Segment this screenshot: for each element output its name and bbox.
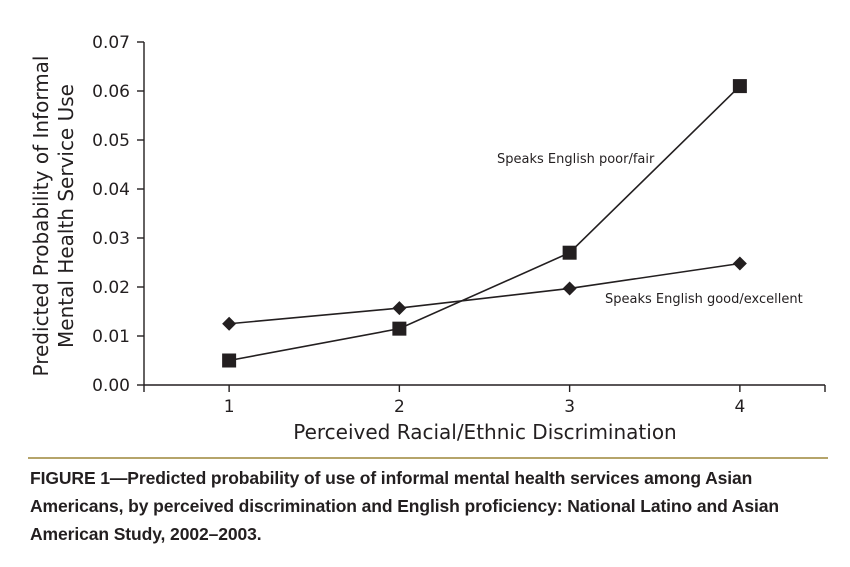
y-axis-title-line-1: Predicted Probability of Informal — [29, 56, 53, 377]
axes — [143, 42, 826, 392]
marker-square-poor-fair — [562, 245, 577, 260]
series-group — [222, 79, 747, 368]
x-tick-label: 3 — [564, 397, 575, 417]
series-label-good-excellent: Speaks English good/excellent — [605, 292, 803, 307]
marker-diamond-good-excellent — [732, 256, 747, 271]
marker-square-poor-fair — [222, 353, 237, 368]
y-tick-label: 0.06 — [92, 82, 130, 102]
x-tick-label: 1 — [224, 397, 235, 417]
y-tick-label: 0.03 — [92, 229, 130, 249]
marker-diamond-good-excellent — [222, 316, 237, 331]
figure-caption: FIGURE 1—Predicted probability of use of… — [30, 468, 779, 544]
y-axis-ticks: 0.00 0.01 0.02 0.03 0.04 0.05 0.06 0.07 — [92, 33, 144, 396]
caption-divider — [28, 457, 828, 459]
x-axis-title: Perceived Racial/Ethnic Discrimination — [293, 420, 676, 444]
y-tick-label: 0.07 — [92, 33, 130, 53]
y-axis-title-line-2: Mental Health Service Use — [54, 84, 78, 348]
x-axis-ticks: 1 2 3 4 — [224, 385, 745, 417]
marker-diamond-good-excellent — [562, 281, 577, 296]
x-tick-label: 4 — [734, 397, 745, 417]
y-tick-label: 0.02 — [92, 278, 130, 298]
marker-square-poor-fair — [732, 79, 747, 94]
series-line-poor-fair — [228, 85, 741, 362]
y-tick-label: 0.00 — [92, 376, 130, 396]
series-line-good-excellent — [229, 262, 740, 325]
y-tick-label: 0.04 — [92, 180, 130, 200]
marker-square-poor-fair — [392, 321, 407, 336]
chart: 0.00 0.01 0.02 0.03 0.04 0.05 0.06 0.07 1 2 3 4 Sp… — [29, 33, 826, 444]
x-tick-label: 2 — [394, 397, 405, 417]
series-label-poor-fair: Speaks English poor/fair — [497, 152, 655, 167]
y-tick-label: 0.01 — [92, 327, 130, 347]
y-tick-label: 0.05 — [92, 131, 130, 151]
marker-diamond-good-excellent — [392, 301, 407, 316]
